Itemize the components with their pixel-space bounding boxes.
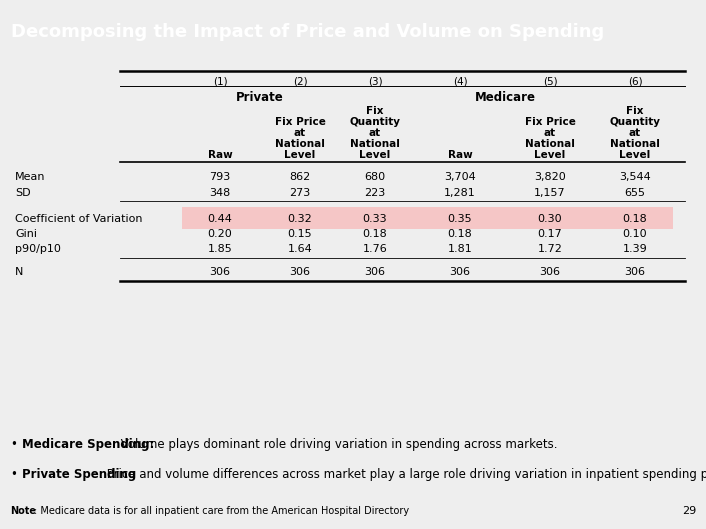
Text: 655: 655 (625, 188, 645, 198)
Text: 0.17: 0.17 (538, 229, 563, 239)
Text: Raw: Raw (448, 150, 472, 160)
Text: 273: 273 (289, 188, 311, 198)
Text: p90/p10: p90/p10 (15, 244, 61, 254)
Text: 0.20: 0.20 (208, 229, 232, 239)
Text: : Medicare data is for all inpatient care from the American Hospital Directory: : Medicare data is for all inpatient car… (34, 506, 409, 516)
Text: 3,544: 3,544 (619, 172, 651, 182)
Text: at: at (544, 128, 556, 138)
Text: Medicare: Medicare (474, 90, 535, 104)
Text: 29: 29 (682, 506, 696, 516)
Text: (5): (5) (543, 76, 557, 86)
Text: (1): (1) (213, 76, 227, 86)
Text: 793: 793 (210, 172, 231, 182)
Text: Private: Private (236, 90, 284, 104)
Text: National: National (350, 139, 400, 149)
Text: Decomposing the Impact of Price and Volume on Spending: Decomposing the Impact of Price and Volu… (11, 23, 604, 41)
Text: Fix: Fix (626, 106, 644, 116)
Text: 1.85: 1.85 (208, 244, 232, 254)
Text: 1.72: 1.72 (537, 244, 563, 254)
Text: at: at (294, 128, 306, 138)
Text: •: • (10, 437, 17, 451)
Text: 223: 223 (364, 188, 385, 198)
Text: •: • (10, 468, 17, 481)
Text: Medicare Spending:: Medicare Spending: (22, 437, 155, 451)
Text: at: at (629, 128, 641, 138)
Text: 0.10: 0.10 (623, 229, 647, 239)
Text: Mean: Mean (15, 172, 45, 182)
Text: (4): (4) (453, 76, 467, 86)
Text: Fix Price: Fix Price (525, 117, 575, 127)
Text: National: National (275, 139, 325, 149)
Text: 0.44: 0.44 (208, 214, 232, 224)
Text: 1,281: 1,281 (444, 188, 476, 198)
Text: SD: SD (15, 188, 30, 198)
Text: National: National (525, 139, 575, 149)
Text: Quantity: Quantity (349, 117, 400, 127)
Text: 1.76: 1.76 (363, 244, 388, 254)
Text: 0.35: 0.35 (448, 214, 472, 224)
Text: 306: 306 (625, 267, 645, 277)
Text: Private Spending: Private Spending (22, 468, 136, 481)
Text: Coefficient of Variation: Coefficient of Variation (15, 214, 143, 224)
Text: National: National (610, 139, 660, 149)
Text: Level: Level (534, 150, 566, 160)
Text: 862: 862 (289, 172, 311, 182)
Text: 0.15: 0.15 (287, 229, 312, 239)
Text: 1,157: 1,157 (534, 188, 566, 198)
Text: 1.64: 1.64 (287, 244, 312, 254)
Text: Raw: Raw (208, 150, 232, 160)
Text: Note: Note (10, 506, 36, 516)
Text: Fix Price: Fix Price (275, 117, 325, 127)
Text: 0.18: 0.18 (448, 229, 472, 239)
Text: 348: 348 (210, 188, 231, 198)
Text: (3): (3) (368, 76, 383, 86)
Text: N: N (15, 267, 23, 277)
Text: Level: Level (359, 150, 390, 160)
Text: Level: Level (619, 150, 651, 160)
Text: Volume plays dominant role driving variation in spending across markets.: Volume plays dominant role driving varia… (117, 437, 558, 451)
Text: 0.30: 0.30 (538, 214, 562, 224)
Text: 306: 306 (450, 267, 470, 277)
Text: 306: 306 (539, 267, 561, 277)
Text: at: at (369, 128, 381, 138)
Text: (6): (6) (628, 76, 642, 86)
Text: 1.81: 1.81 (448, 244, 472, 254)
Text: 0.32: 0.32 (287, 214, 312, 224)
Text: : Price and volume differences across market play a large role driving variation: : Price and volume differences across ma… (99, 468, 706, 481)
Text: 3,704: 3,704 (444, 172, 476, 182)
Text: 0.18: 0.18 (623, 214, 647, 224)
Text: Level: Level (285, 150, 316, 160)
Text: 680: 680 (364, 172, 385, 182)
Text: 0.33: 0.33 (363, 214, 388, 224)
Text: 3,820: 3,820 (534, 172, 566, 182)
Text: 306: 306 (210, 267, 230, 277)
Text: Quantity: Quantity (609, 117, 661, 127)
Text: Fix: Fix (366, 106, 384, 116)
Text: Gini: Gini (15, 229, 37, 239)
Text: 306: 306 (364, 267, 385, 277)
Text: 1.39: 1.39 (623, 244, 647, 254)
Text: 0.18: 0.18 (363, 229, 388, 239)
Text: 306: 306 (289, 267, 311, 277)
Text: (2): (2) (293, 76, 307, 86)
Bar (182, 207, 673, 229)
